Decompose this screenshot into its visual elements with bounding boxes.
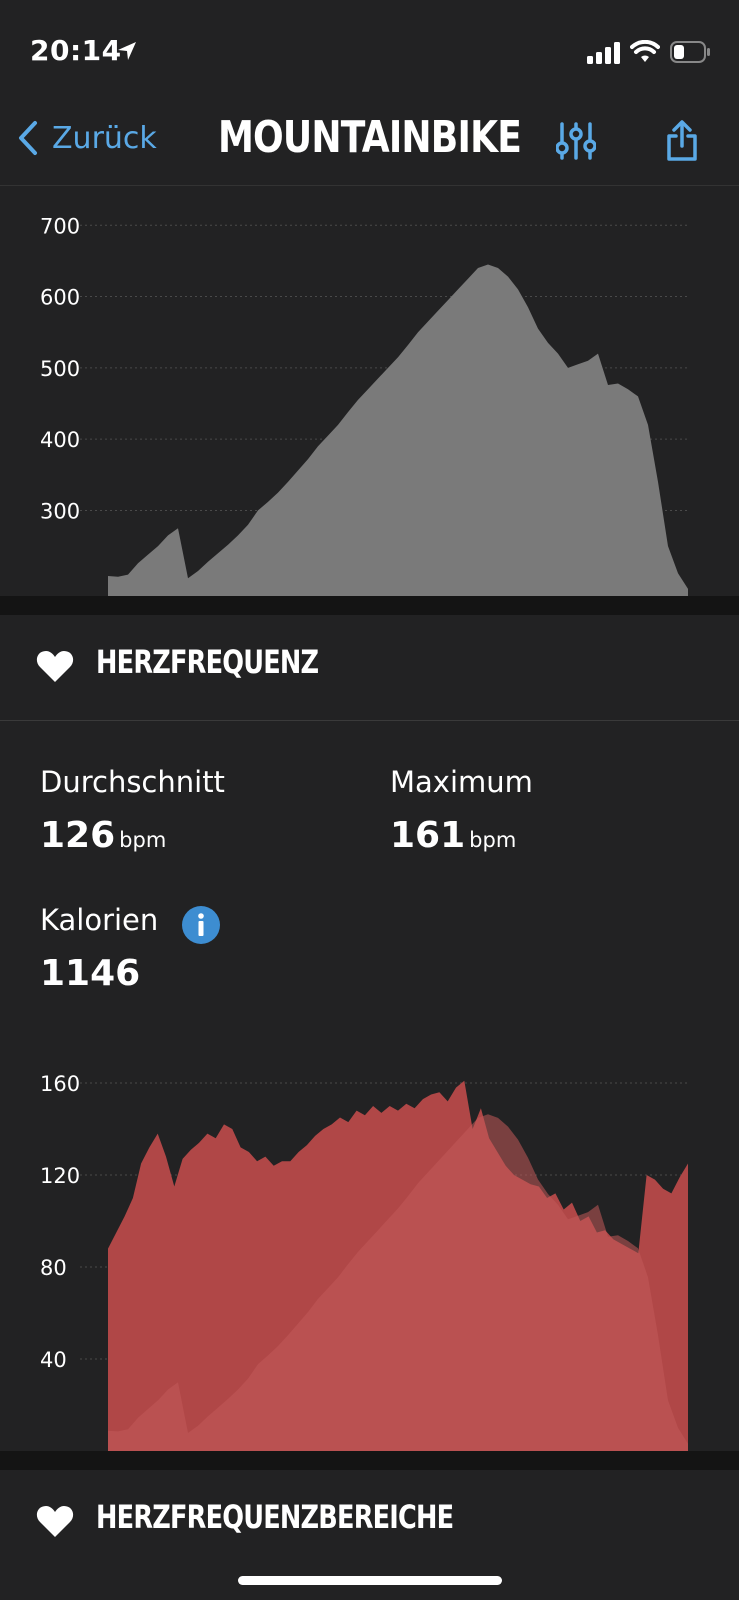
y-tick-label: 500 bbox=[40, 357, 80, 381]
average-number: 126 bbox=[40, 815, 116, 856]
heart-icon bbox=[36, 1506, 74, 1537]
wifi-icon bbox=[630, 40, 660, 62]
y-tick-label: 120 bbox=[40, 1164, 80, 1188]
heart-icon bbox=[36, 651, 74, 682]
elevation-chart: 700 600 500 400 300 bbox=[40, 214, 688, 596]
y-tick-label: 600 bbox=[40, 286, 80, 310]
home-indicator[interactable] bbox=[238, 1576, 502, 1585]
y-tick-label: 40 bbox=[40, 1348, 67, 1372]
calories-label: Kalorien bbox=[40, 903, 159, 937]
calories-value: 1146 bbox=[40, 953, 141, 994]
section-separator bbox=[0, 1451, 739, 1470]
location-arrow-icon bbox=[118, 42, 136, 60]
status-bar: 20:14 bbox=[0, 0, 739, 92]
average-label: Durchschnitt bbox=[40, 765, 225, 799]
heart-rate-chart: 160 120 80 40 bbox=[40, 1072, 688, 1451]
maximum-number: 161 bbox=[390, 815, 466, 856]
chevron-left-icon bbox=[19, 121, 37, 155]
y-tick-label: 700 bbox=[40, 214, 80, 238]
back-button[interactable]: Zurück bbox=[18, 120, 157, 156]
divider bbox=[0, 720, 739, 721]
maximum-value: 161 bpm bbox=[390, 815, 516, 856]
heart-rate-header: HERZFREQUENZ bbox=[0, 615, 739, 720]
info-icon[interactable] bbox=[181, 905, 221, 945]
back-label: Zurück bbox=[52, 120, 157, 156]
section-title: HERZFREQUENZBEREICHE bbox=[96, 1498, 454, 1536]
signal-icon bbox=[587, 42, 620, 64]
filter-sliders-icon[interactable] bbox=[556, 122, 596, 160]
navigation-bar: Zurück MOUNTAINBIKE bbox=[0, 92, 739, 186]
maximum-unit: bpm bbox=[469, 828, 517, 852]
y-tick-label: 300 bbox=[40, 499, 80, 523]
y-tick-label: 80 bbox=[40, 1256, 67, 1280]
y-tick-label: 400 bbox=[40, 428, 80, 452]
elevation-area bbox=[108, 264, 688, 596]
battery-icon bbox=[670, 41, 710, 63]
elevation-overlay-area bbox=[108, 1114, 688, 1451]
status-time: 20:14 bbox=[30, 34, 122, 67]
share-icon[interactable] bbox=[666, 120, 698, 162]
page-title: MOUNTAINBIKE bbox=[217, 112, 522, 163]
section-title: HERZFREQUENZ bbox=[96, 643, 319, 681]
average-unit: bpm bbox=[119, 828, 167, 852]
section-separator bbox=[0, 596, 739, 615]
maximum-label: Maximum bbox=[390, 765, 533, 799]
average-value: 126 bpm bbox=[40, 815, 166, 856]
heart-rate-zones-header[interactable]: HERZFREQUENZBEREICHE bbox=[0, 1470, 739, 1575]
y-tick-label: 160 bbox=[40, 1072, 80, 1096]
